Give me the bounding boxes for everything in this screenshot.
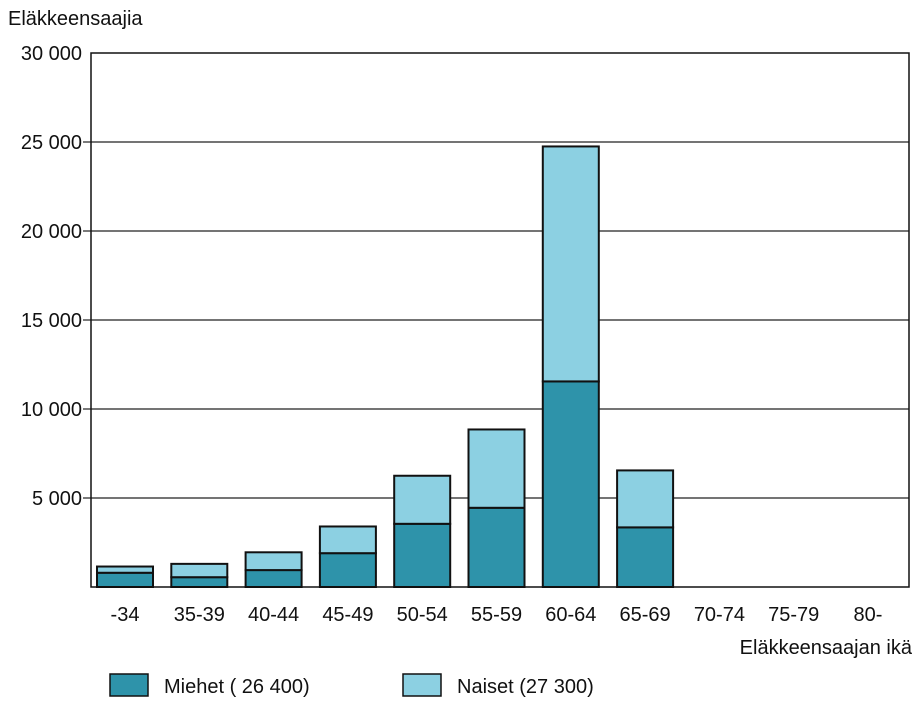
bar-men-60-64: [541, 380, 600, 588]
bar-men-34: [96, 571, 154, 589]
bar-women-40-44: [244, 551, 303, 572]
x-tick-label: 65-69: [620, 604, 671, 626]
legend-swatch-men: [109, 673, 149, 697]
x-tick-label: 40-44: [248, 604, 299, 626]
x-tick-label: 75-79: [768, 604, 819, 626]
bars: [96, 145, 675, 589]
bar-men-35-39: [170, 576, 229, 589]
bar-men-40-44: [244, 569, 303, 589]
y-tick-label: 25 000: [21, 132, 82, 154]
legend-label-women: Naiset (27 300): [457, 676, 594, 698]
legend-swatch-women: [402, 673, 442, 697]
y-tick-label: 20 000: [21, 221, 82, 243]
bar-women-65-69: [616, 469, 675, 529]
y-axis-title: Eläkkeensaajia: [8, 8, 143, 30]
y-tick-label: 15 000: [21, 310, 82, 332]
gridlines: [83, 141, 909, 499]
legend: Miehet ( 26 400) Naiset (27 300): [109, 673, 594, 698]
x-tick-label: 45-49: [322, 604, 373, 626]
x-tick-label: 70-74: [694, 604, 745, 626]
y-tick-label: 5 000: [32, 488, 82, 510]
plot-frame: [90, 52, 910, 588]
bar-women-60-64: [541, 145, 600, 383]
y-tick-labels: 5 000 10 000 15 000 20 000 25 000 30 000: [21, 43, 82, 510]
x-tick-label: 80-: [854, 604, 883, 626]
bar-women-45-49: [318, 525, 377, 555]
legend-label-men: Miehet ( 26 400): [164, 676, 310, 698]
y-tick-label: 30 000: [21, 43, 82, 65]
x-tick-label: 35-39: [174, 604, 225, 626]
x-tick-label: -34: [111, 604, 140, 626]
bar-men-45-49: [318, 552, 377, 588]
x-tick-label: 50-54: [397, 604, 448, 626]
bar-men-50-54: [393, 522, 452, 588]
legend-item-women: Naiset (27 300): [402, 673, 594, 698]
bar-women-55-59: [467, 428, 526, 509]
x-tick-label: 60-64: [545, 604, 596, 626]
bar-women-50-54: [393, 474, 452, 525]
bar-men-55-59: [467, 506, 526, 589]
bar-women-35-39: [170, 562, 229, 579]
bar-women-34: [96, 565, 154, 574]
y-tick-label: 10 000: [21, 399, 82, 421]
x-tick-labels: -34 35-39 40-44 45-49 50-54 55-59 60-64 65-69 70…: [111, 604, 883, 626]
x-tick-label: 55-59: [471, 604, 522, 626]
bar-men-65-69: [616, 526, 675, 588]
legend-item-men: Miehet ( 26 400): [109, 673, 310, 698]
x-axis-title: Eläkkeensaajan ikä: [740, 637, 913, 659]
